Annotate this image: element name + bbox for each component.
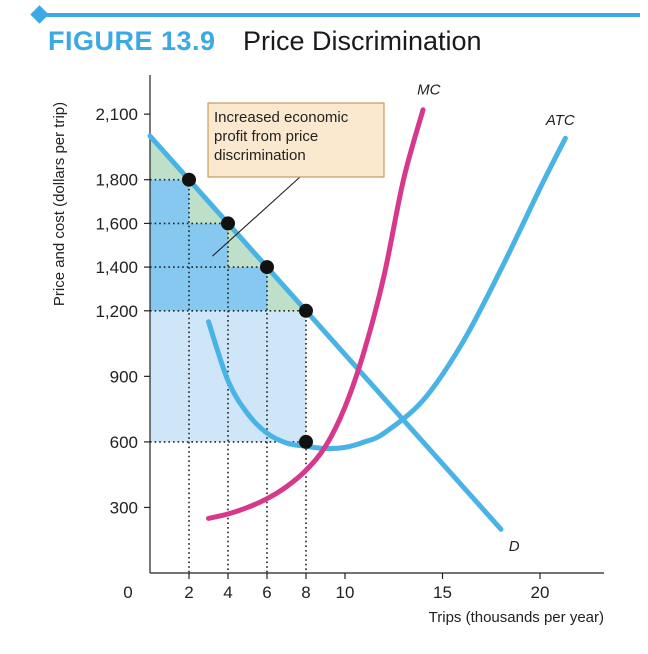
atc-curve xyxy=(206,135,568,452)
x-tick-label: 10 xyxy=(336,583,355,602)
x-tick-label: 20 xyxy=(531,583,550,602)
y-tick-label: 600 xyxy=(110,433,138,452)
figure-header: FIGURE 13.9 Price Discrimination xyxy=(0,0,648,70)
annotation-leader-line xyxy=(212,176,301,257)
demand-curve xyxy=(147,133,504,532)
y-tick-label: 1,400 xyxy=(95,258,138,277)
y-tick-label: 1,800 xyxy=(95,171,138,190)
annotation-text: profit from price xyxy=(214,128,318,145)
x-tick-label: 8 xyxy=(301,583,310,602)
mc-curve xyxy=(206,107,426,521)
annotation-box xyxy=(207,102,385,178)
data-point xyxy=(299,303,313,318)
data-point xyxy=(221,216,235,231)
header-rule xyxy=(40,13,640,17)
x-tick-label: 2 xyxy=(184,583,193,602)
x-tick-label: 15 xyxy=(433,583,452,602)
annotation: Increased economic profit from price discr… xyxy=(207,102,385,257)
data-points xyxy=(182,172,313,449)
y-tick-label: 1,200 xyxy=(95,302,138,321)
annotation-text: discrimination xyxy=(214,147,306,164)
axes: 300 600 900 1,200 1,400 1,600 1,800 2,100 0 2 4 6 8 1… xyxy=(51,75,604,626)
y-axis-title: Price and cost (dollars per trip) xyxy=(51,102,68,306)
figure-label: FIGURE 13.9 xyxy=(48,26,216,56)
curve-label: ATC xyxy=(545,112,575,129)
figure-title: Price Discrimination xyxy=(243,26,482,56)
y-tick-label: 900 xyxy=(110,367,138,386)
annotation-text: Increased economic xyxy=(214,109,349,126)
curve-label: D xyxy=(509,538,520,555)
x-tick-label: 6 xyxy=(262,583,271,602)
data-point xyxy=(182,172,196,187)
chart-labels: D MC ATC xyxy=(417,81,575,555)
y-tick-label: 300 xyxy=(110,498,138,517)
curve-label: MC xyxy=(417,81,440,98)
data-point xyxy=(260,260,274,275)
curves xyxy=(147,107,568,532)
x-axis-title: Trips (thousands per year) xyxy=(429,609,604,626)
x-tick-label: 0 xyxy=(123,583,132,602)
y-tick-label: 1,600 xyxy=(95,214,138,233)
x-tick-label: 4 xyxy=(223,583,232,602)
y-tick-label: 2,100 xyxy=(95,105,138,124)
data-point xyxy=(299,434,313,449)
